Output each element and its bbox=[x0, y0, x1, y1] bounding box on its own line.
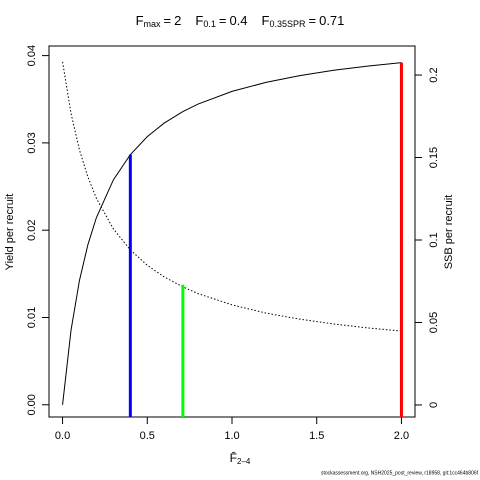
x-axis-label-subscript: 2–4 bbox=[237, 457, 251, 466]
x-axis-label-main: F̄ bbox=[230, 451, 237, 465]
y2-tick-label: 0 bbox=[428, 402, 440, 408]
title-relation: = bbox=[219, 13, 227, 28]
title-value: 2 bbox=[174, 13, 181, 28]
chart-title: Fmax = 2 F0.1 = 0.4 F0.35SPR = 0.71 bbox=[136, 13, 345, 29]
y2-tick-label: 0.05 bbox=[428, 312, 440, 333]
y-tick-label: 0.04 bbox=[26, 45, 38, 66]
x-tick-label: 0.5 bbox=[140, 430, 155, 442]
x-tick-label: 0.0 bbox=[55, 430, 70, 442]
y2-tick-label: 0.2 bbox=[428, 67, 440, 82]
title-relation: = bbox=[164, 13, 172, 28]
y2-tick-label: 0.15 bbox=[428, 147, 440, 168]
x-axis-label: F̄2–4 bbox=[230, 451, 251, 466]
series-line bbox=[62, 62, 402, 405]
title-subscript: 0.1 bbox=[203, 19, 216, 29]
title-symbol: F bbox=[136, 13, 144, 28]
series-line bbox=[62, 61, 402, 332]
y2-axis-label: SSB per recruit bbox=[443, 195, 455, 270]
title-symbol: F bbox=[195, 13, 203, 28]
y-tick-label: 0.02 bbox=[26, 219, 38, 240]
y-tick-label: 0.00 bbox=[26, 394, 38, 415]
footer: stockassessment.org, NSH2025_post_review… bbox=[321, 470, 479, 476]
x-tick-label: 1.0 bbox=[224, 430, 239, 442]
title-subscript: 0.35SPR bbox=[269, 19, 306, 29]
title-symbol: F bbox=[262, 13, 270, 28]
title-value: 0.4 bbox=[229, 13, 247, 28]
y-axis-label: Yield per recruit bbox=[4, 194, 16, 271]
x-tick-label: 1.5 bbox=[309, 430, 324, 442]
title-subscript: max bbox=[144, 19, 162, 29]
x-tick-label: 2.0 bbox=[394, 430, 409, 442]
y-tick-label: 0.01 bbox=[26, 307, 38, 328]
title-relation: = bbox=[309, 13, 317, 28]
y-tick-label: 0.03 bbox=[26, 132, 38, 153]
y2-tick-label: 0.1 bbox=[428, 232, 440, 247]
title-value: 0.71 bbox=[319, 13, 344, 28]
